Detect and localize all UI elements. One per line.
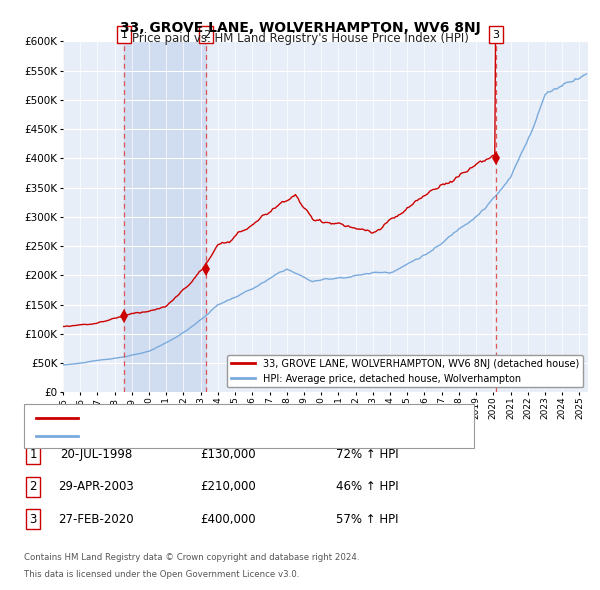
Text: 1: 1 <box>29 448 37 461</box>
Text: 29-APR-2003: 29-APR-2003 <box>58 480 134 493</box>
Text: 46% ↑ HPI: 46% ↑ HPI <box>336 480 398 493</box>
Text: £210,000: £210,000 <box>200 480 256 493</box>
Text: 1: 1 <box>121 30 128 40</box>
Bar <box>124 41 206 392</box>
Text: 57% ↑ HPI: 57% ↑ HPI <box>336 513 398 526</box>
Text: £400,000: £400,000 <box>200 513 256 526</box>
Text: HPI: Average price, detached house, Wolverhampton: HPI: Average price, detached house, Wolv… <box>87 431 345 441</box>
Text: 20-JUL-1998: 20-JUL-1998 <box>60 448 132 461</box>
Text: 3: 3 <box>29 513 37 526</box>
Text: 2: 2 <box>29 480 37 493</box>
Legend: 33, GROVE LANE, WOLVERHAMPTON, WV6 8NJ (detached house), HPI: Average price, det: 33, GROVE LANE, WOLVERHAMPTON, WV6 8NJ (… <box>227 355 583 388</box>
Text: 33, GROVE LANE, WOLVERHAMPTON, WV6 8NJ (detached house): 33, GROVE LANE, WOLVERHAMPTON, WV6 8NJ (… <box>87 414 403 423</box>
Text: 3: 3 <box>493 30 500 40</box>
Text: 33, GROVE LANE, WOLVERHAMPTON, WV6 8NJ: 33, GROVE LANE, WOLVERHAMPTON, WV6 8NJ <box>119 21 481 35</box>
Text: Price paid vs. HM Land Registry's House Price Index (HPI): Price paid vs. HM Land Registry's House … <box>131 32 469 45</box>
Text: Contains HM Land Registry data © Crown copyright and database right 2024.: Contains HM Land Registry data © Crown c… <box>24 553 359 562</box>
Text: This data is licensed under the Open Government Licence v3.0.: This data is licensed under the Open Gov… <box>24 571 299 579</box>
Text: £130,000: £130,000 <box>200 448 256 461</box>
Text: 72% ↑ HPI: 72% ↑ HPI <box>336 448 398 461</box>
Text: 2: 2 <box>203 30 210 40</box>
Text: 27-FEB-2020: 27-FEB-2020 <box>58 513 134 526</box>
